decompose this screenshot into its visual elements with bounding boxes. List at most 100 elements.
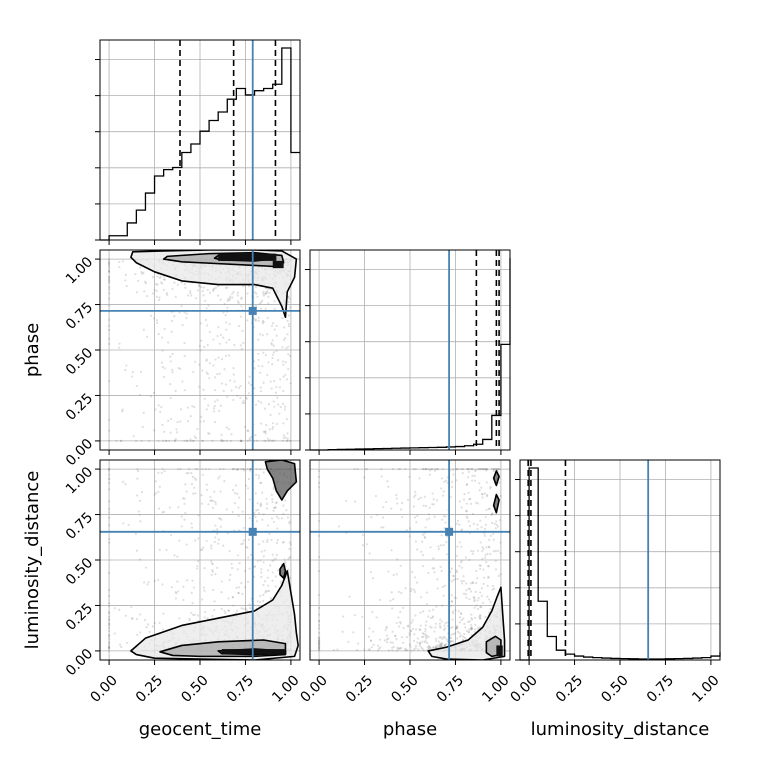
sample-point xyxy=(272,486,275,489)
sample-point xyxy=(200,548,204,552)
sample-point xyxy=(473,606,476,609)
sample-point xyxy=(256,502,259,505)
sample-point xyxy=(107,488,111,491)
sample-point xyxy=(397,647,400,651)
sample-point xyxy=(151,625,155,628)
sample-point xyxy=(476,627,480,630)
sample-point xyxy=(397,467,401,471)
sample-point xyxy=(262,471,265,474)
sample-point xyxy=(264,291,268,294)
sample-point xyxy=(107,635,111,638)
sample-point xyxy=(487,545,491,548)
sample-point xyxy=(262,320,265,324)
sample-point xyxy=(317,643,321,646)
sample-point xyxy=(225,341,228,344)
sample-point xyxy=(429,616,432,620)
sample-point xyxy=(170,330,173,333)
sample-point xyxy=(395,638,398,641)
sample-point xyxy=(270,343,274,346)
sample-point xyxy=(438,645,441,648)
sample-point xyxy=(421,564,425,568)
sample-point xyxy=(382,506,385,509)
sample-point xyxy=(246,546,249,549)
sample-point xyxy=(425,467,428,471)
sample-point xyxy=(257,352,260,355)
sample-point xyxy=(199,322,202,325)
sample-point xyxy=(243,586,247,589)
sample-point xyxy=(211,614,214,618)
sample-point xyxy=(421,640,424,643)
sample-point xyxy=(220,580,223,583)
sample-point xyxy=(288,439,291,443)
sample-point xyxy=(479,617,482,620)
sample-point xyxy=(451,625,454,629)
sample-point xyxy=(457,467,460,471)
sample-point xyxy=(395,649,398,652)
sample-point xyxy=(317,637,321,640)
sample-point xyxy=(271,425,275,429)
sample-point xyxy=(432,498,435,501)
sample-point xyxy=(391,646,394,649)
sample-point xyxy=(462,579,465,583)
sample-point xyxy=(255,292,258,295)
sample-point xyxy=(216,294,220,297)
sample-point xyxy=(183,502,186,505)
sample-point xyxy=(274,391,278,394)
sample-point xyxy=(107,478,111,481)
sample-point xyxy=(414,490,417,493)
sample-point xyxy=(236,394,239,397)
sample-point xyxy=(428,469,432,472)
sample-point xyxy=(258,474,261,477)
sample-point xyxy=(259,481,262,484)
sample-point xyxy=(409,630,412,633)
sample-point xyxy=(242,607,245,610)
sample-point xyxy=(190,472,193,475)
sample-point xyxy=(175,431,179,434)
sample-point xyxy=(264,354,267,357)
sample-point xyxy=(136,494,139,497)
sample-point xyxy=(218,342,221,345)
sample-point xyxy=(157,439,160,443)
sample-point xyxy=(483,532,486,535)
sample-point xyxy=(486,552,489,555)
sample-point xyxy=(150,314,153,317)
sample-point xyxy=(131,617,134,620)
sample-point xyxy=(262,561,265,564)
sample-point xyxy=(220,518,223,521)
sample-point xyxy=(476,502,480,505)
sample-point xyxy=(212,588,215,592)
sample-point xyxy=(107,337,111,341)
sample-point xyxy=(138,513,141,516)
sample-point xyxy=(472,550,475,553)
sample-point xyxy=(270,439,273,443)
sample-point xyxy=(423,535,427,538)
sample-point xyxy=(481,467,484,471)
sample-point xyxy=(406,649,409,652)
sample-point xyxy=(169,360,172,363)
sample-point xyxy=(392,645,395,648)
sample-point xyxy=(248,498,251,501)
sample-point xyxy=(177,366,180,370)
sample-point xyxy=(473,616,477,619)
sample-point xyxy=(422,649,426,652)
sample-point xyxy=(203,345,206,349)
sample-point xyxy=(470,590,473,593)
sample-point xyxy=(408,475,411,478)
sample-point xyxy=(218,475,221,478)
sample-point xyxy=(160,361,164,364)
sample-point xyxy=(421,635,424,639)
sample-point xyxy=(107,481,111,485)
sample-point xyxy=(485,467,488,471)
sample-point xyxy=(386,480,389,483)
sample-point xyxy=(107,622,111,625)
sample-point xyxy=(460,566,463,569)
sample-point xyxy=(467,587,470,590)
sample-point xyxy=(180,525,183,528)
sample-point xyxy=(107,595,111,598)
sample-point xyxy=(211,562,214,566)
sample-point xyxy=(180,515,183,518)
sample-point xyxy=(134,273,137,276)
sample-point xyxy=(226,306,229,309)
sample-point xyxy=(460,582,464,585)
sample-point xyxy=(450,633,453,636)
